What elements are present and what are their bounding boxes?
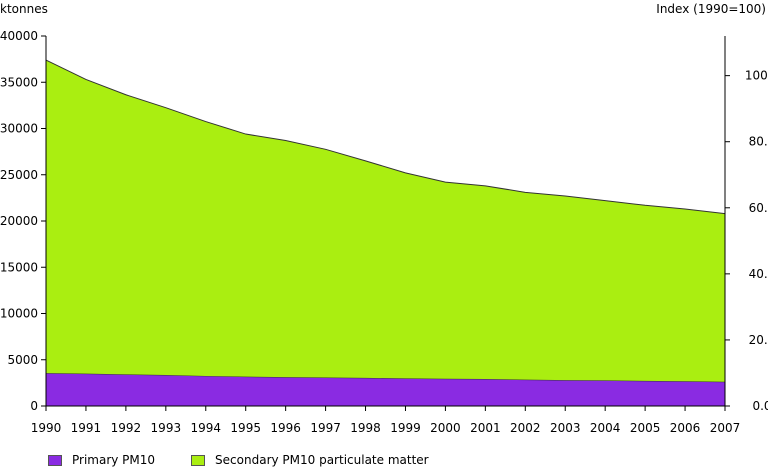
- legend: Primary PM10 Secondary PM10 particulate …: [48, 452, 465, 468]
- right-tick-label-2: 40.0: [749, 267, 768, 281]
- x-tick-label-12: 2002: [510, 421, 541, 435]
- x-tick-label-8: 1998: [350, 421, 381, 435]
- area-series-1: [46, 60, 725, 382]
- area-outline-1: [45, 59, 726, 215]
- x-tick-label-5: 1995: [230, 421, 261, 435]
- left-tick-label-8: 40000: [0, 29, 38, 43]
- left-tick-label-5: 25000: [0, 168, 38, 182]
- x-tick-label-0: 1990: [31, 421, 62, 435]
- x-tick-label-14: 2004: [590, 421, 621, 435]
- left-tick-label-7: 35000: [0, 75, 38, 89]
- x-tick-label-11: 2001: [470, 421, 501, 435]
- x-tick-label-9: 1999: [390, 421, 421, 435]
- x-tick-label-17: 2007: [710, 421, 741, 435]
- x-tick-label-1: 1991: [71, 421, 102, 435]
- left-tick-label-1: 5000: [7, 353, 38, 367]
- right-tick-label-0: 0.0: [752, 399, 768, 413]
- x-tick-label-13: 2003: [550, 421, 581, 435]
- left-tick-label-0: 0: [30, 399, 38, 413]
- left-tick-label-3: 15000: [0, 260, 38, 274]
- right-tick-label-4: 80.0: [749, 135, 768, 149]
- left-tick-label-2: 10000: [0, 307, 38, 321]
- x-tick-label-7: 1997: [310, 421, 341, 435]
- pm10-chart: 0 5000 10000 15000 20000 25000 30000 35000 40000…: [0, 2, 768, 435]
- right-axis-title: Index (1990=100): [656, 2, 766, 16]
- x-tick-label-3: 1993: [151, 421, 182, 435]
- legend-swatch-primary: [48, 454, 62, 466]
- area-layer: [45, 59, 726, 406]
- legend-label-secondary: Secondary PM10 particulate matter: [215, 453, 429, 467]
- x-tick-label-16: 2006: [670, 421, 701, 435]
- legend-label-primary: Primary PM10: [72, 453, 156, 467]
- x-tick-label-15: 2005: [630, 421, 661, 435]
- left-axis-title: ktonnes: [0, 2, 48, 16]
- left-tick-label-4: 20000: [0, 214, 38, 228]
- x-tick-label-4: 1994: [190, 421, 221, 435]
- x-tick-label-2: 1992: [111, 421, 142, 435]
- right-tick-label-1: 20.0: [749, 333, 768, 347]
- right-tick-label-5: 100.0: [745, 69, 768, 83]
- right-tick-label-3: 60.0: [749, 201, 768, 215]
- left-tick-label-6: 30000: [0, 122, 38, 136]
- axes-layer: 0 5000 10000 15000 20000 25000 30000 35000 40000…: [0, 29, 768, 435]
- area-series-0: [46, 373, 725, 406]
- x-tick-label-10: 2000: [430, 421, 461, 435]
- legend-swatch-secondary: [191, 454, 206, 466]
- x-tick-label-6: 1996: [270, 421, 301, 435]
